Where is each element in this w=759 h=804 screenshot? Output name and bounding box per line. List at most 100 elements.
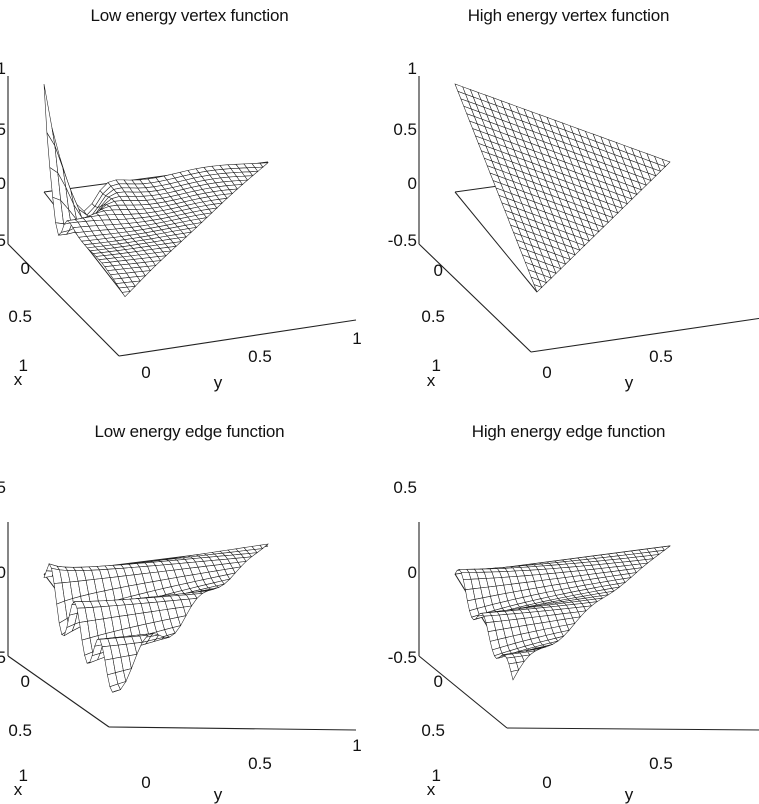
surface-cell: [572, 616, 581, 625]
surface-cell: [166, 632, 176, 638]
surface-cell: [600, 219, 609, 228]
y-axis-line: [530, 317, 759, 353]
surface-cell: [588, 601, 599, 607]
surface-cell: [121, 291, 131, 298]
surface-cell: [244, 175, 254, 181]
surface-cell: [182, 231, 193, 238]
surface-cell: [633, 186, 643, 195]
surface-cell: [576, 242, 586, 251]
x-tick-label: 0.5: [8, 721, 32, 740]
surface-cell: [167, 245, 177, 252]
surface-cell: [117, 681, 127, 691]
surface-cell: [203, 212, 213, 219]
surface-cell: [155, 634, 166, 640]
y-axis-label: y: [214, 785, 223, 804]
surface-cell: [187, 226, 198, 233]
surface-cell: [619, 200, 628, 209]
surface-cell: [628, 191, 638, 200]
surface-cell: [221, 578, 231, 585]
surface-cell: [562, 256, 571, 265]
z-tick-label: 0: [0, 563, 6, 582]
surface-cell: [661, 158, 671, 168]
z-tick-label: 0.5: [393, 120, 417, 139]
y-tick-label: 0: [542, 773, 551, 792]
surface-cell: [594, 597, 603, 603]
surface-cell: [590, 228, 600, 237]
axes: [418, 522, 759, 731]
surface-cell: [611, 586, 620, 592]
z-tick-label: -0.5: [388, 648, 417, 667]
surface-cell: [638, 181, 647, 191]
surface-cell: [585, 233, 595, 242]
x-axis-line: [7, 655, 110, 728]
y-tick-label: 0: [141, 773, 150, 792]
surface-cell: [544, 644, 553, 647]
y-axis-label: y: [625, 373, 634, 392]
surface-cell: [136, 275, 147, 282]
y-tick-label: 0: [141, 363, 150, 382]
surface-cell: [549, 640, 559, 645]
surface-cell: [133, 641, 143, 656]
surface-cell: [622, 577, 632, 583]
surface-cell: [623, 195, 633, 205]
chart-panel-high-energy-vertex: High energy vertex function 1 0.5 0 -0.5 0 0.…: [379, 0, 759, 402]
surface-cell: [254, 166, 264, 172]
surface-cell: [161, 636, 170, 640]
surface-cell: [152, 260, 162, 267]
surface-cell: [633, 567, 643, 574]
surface-cell: [521, 654, 531, 662]
surface-cell: [226, 572, 236, 580]
surface-cell: [248, 552, 259, 558]
surface: [454, 545, 671, 681]
surface-cell: [147, 265, 157, 272]
chart-panel-low-energy-vertex: Low energy vertex function 1 0.5 0 -0.5 0 0.5…: [0, 0, 379, 402]
surface-cell: [233, 184, 244, 190]
z-tick-label: 0.5: [0, 478, 6, 497]
surface-cell: [162, 250, 172, 257]
surface-cell: [577, 610, 587, 618]
x-tick-label: 1: [19, 356, 28, 375]
x-tick-label: 1: [432, 356, 441, 375]
surface-cell: [645, 558, 655, 564]
surface-cell: [543, 274, 552, 284]
y-tick-label: 0.5: [248, 754, 272, 773]
chart-title: Low energy vertex function: [90, 6, 289, 25]
surface-cell: [652, 168, 662, 177]
chart-title: High energy vertex function: [467, 6, 670, 25]
surface-cell: [157, 255, 167, 262]
labels: 0.5 0 -0.5 0 0.5 1 0 0.5 x y: [388, 478, 673, 804]
surface-cell: [237, 561, 247, 568]
surface-cell: [183, 605, 193, 617]
surface-cell: [595, 223, 605, 233]
surface-cell: [249, 171, 259, 177]
surface-cell: [605, 590, 615, 596]
surface-cell: [647, 172, 657, 182]
x-tick-label: 0: [21, 672, 30, 691]
surface-cell: [253, 548, 264, 554]
x-tick-label: 0: [21, 259, 30, 278]
y-axis-label: y: [625, 785, 634, 804]
x-axis-label: x: [427, 371, 436, 390]
x-tick-label: 0.5: [8, 307, 32, 326]
surface-cell: [557, 260, 567, 270]
surface-cell: [208, 207, 218, 214]
x-axis-line: [7, 243, 120, 357]
surface-plot: 1 0.5 0 -0.5 0 0.5 1 0 0.5 x y: [388, 59, 759, 392]
surface-cell: [583, 605, 593, 612]
surface-cell: [538, 279, 548, 288]
surface-cell: [571, 246, 581, 256]
surface-cell: [218, 197, 228, 204]
y-axis-line: [506, 727, 759, 731]
surface: [43, 83, 269, 298]
surface-cell: [131, 280, 142, 287]
surface-cell: [213, 202, 223, 209]
surface-cell: [172, 625, 182, 634]
surface-cell: [532, 648, 542, 652]
y-tick-label: 0: [542, 363, 551, 382]
x-tick-label: 0.5: [421, 307, 445, 326]
z-tick-label: 1: [0, 59, 6, 78]
surface-cell: [657, 163, 666, 172]
surface-cell: [199, 590, 209, 594]
